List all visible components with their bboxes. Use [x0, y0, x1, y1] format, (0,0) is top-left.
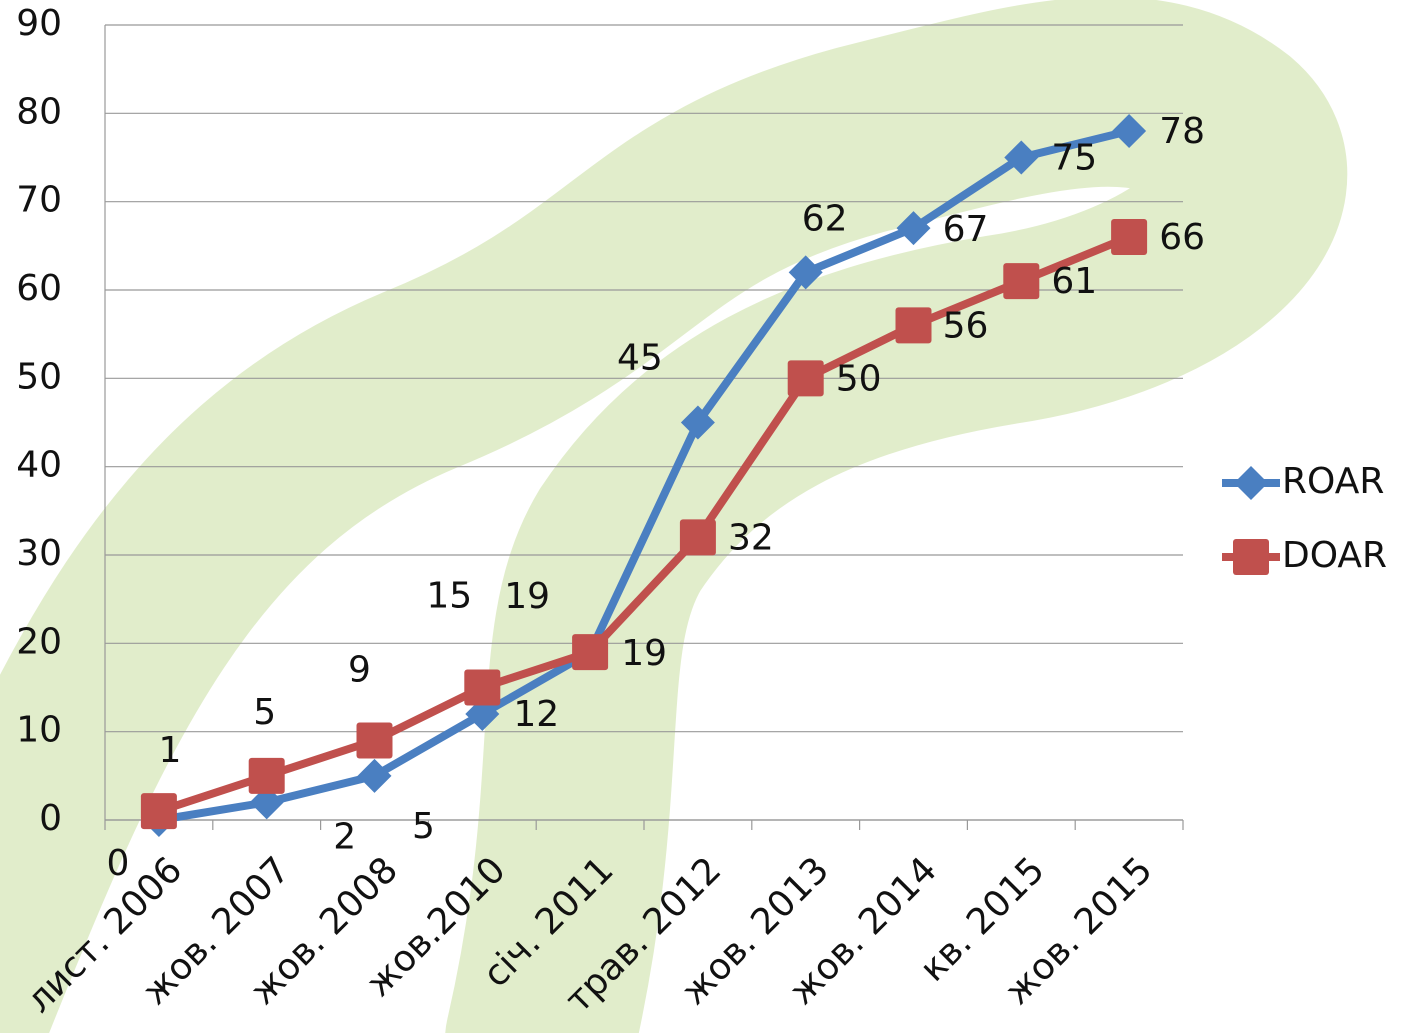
data-label: 75	[1051, 138, 1097, 179]
data-label: 61	[1051, 261, 1097, 302]
data-point	[572, 634, 608, 670]
data-label: 1	[158, 730, 181, 771]
data-point	[357, 723, 393, 759]
y-tick-label: 50	[16, 356, 62, 397]
data-label: 12	[513, 694, 559, 735]
data-label: 15	[426, 576, 472, 617]
data-point	[788, 360, 824, 396]
chart: 0102030405060708090лист. 2006жов. 2007жо…	[0, 0, 1404, 1033]
data-label: 19	[504, 576, 550, 617]
data-point	[680, 519, 716, 555]
y-tick-label: 90	[16, 3, 62, 44]
legend-marker	[1234, 466, 1268, 500]
y-tick-label: 40	[16, 445, 62, 486]
data-label: 9	[348, 650, 371, 691]
data-point	[249, 758, 285, 794]
y-tick-label: 20	[16, 621, 62, 662]
data-point	[1111, 219, 1147, 255]
data-label: 32	[728, 517, 774, 558]
legend-marker	[1233, 539, 1269, 575]
y-tick-label: 80	[16, 91, 62, 132]
data-point	[896, 307, 932, 343]
background-decoration	[0, 92, 1252, 1033]
data-label: 0	[106, 843, 129, 884]
legend-label: DOAR	[1282, 535, 1387, 576]
data-point	[464, 670, 500, 706]
data-label: 2	[333, 816, 356, 857]
data-label: 62	[802, 198, 848, 239]
data-point	[1003, 263, 1039, 299]
data-label: 19	[621, 633, 667, 674]
data-label: 50	[836, 358, 882, 399]
y-tick-label: 60	[16, 268, 62, 309]
y-tick-label: 70	[16, 180, 62, 221]
data-label: 66	[1159, 217, 1205, 258]
data-label: 5	[253, 692, 276, 733]
data-point	[358, 759, 392, 793]
data-point	[141, 793, 177, 829]
y-tick-label: 0	[39, 798, 62, 839]
data-label: 56	[943, 305, 989, 346]
y-tick-label: 30	[16, 533, 62, 574]
y-tick-label: 10	[16, 710, 62, 751]
data-label: 5	[412, 806, 435, 847]
data-label: 45	[617, 338, 663, 379]
data-label: 67	[943, 209, 989, 250]
data-label: 78	[1159, 111, 1205, 152]
legend-label: ROAR	[1282, 461, 1384, 502]
